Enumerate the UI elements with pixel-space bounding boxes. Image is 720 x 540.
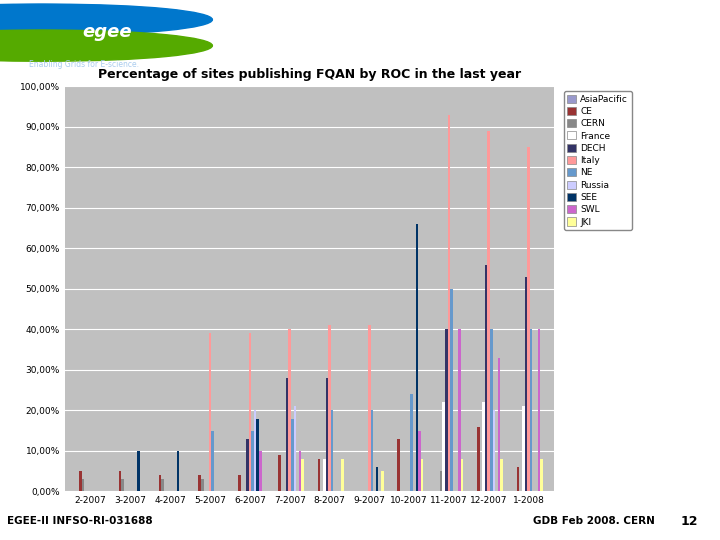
Bar [445, 329, 448, 491]
Bar [397, 438, 400, 491]
Text: 12: 12 [681, 515, 698, 528]
Bar [137, 451, 140, 491]
Bar [538, 329, 540, 491]
Bar [490, 329, 492, 491]
Bar [161, 480, 164, 491]
Circle shape [0, 4, 187, 35]
Text: Status of sites (VII): Status of sites (VII) [402, 21, 706, 49]
Bar [371, 410, 373, 491]
Bar [376, 467, 379, 491]
Bar [381, 471, 384, 491]
Bar [253, 410, 256, 491]
Bar [418, 431, 420, 491]
Bar [212, 431, 214, 491]
Bar [238, 475, 240, 491]
Bar [318, 459, 320, 491]
Bar [522, 406, 525, 491]
Bar [81, 480, 84, 491]
Bar [286, 378, 289, 491]
Bar [201, 480, 204, 491]
Bar [79, 471, 81, 491]
Bar [209, 333, 212, 491]
Bar [291, 418, 294, 491]
Bar [492, 410, 495, 491]
Bar [540, 459, 543, 491]
Bar [525, 276, 527, 491]
Legend: AsiaPacific, CE, CERN, France, DECH, Italy, NE, Russia, SEE, SWL, JKI: AsiaPacific, CE, CERN, France, DECH, Ita… [564, 91, 631, 230]
Bar [530, 329, 532, 491]
Bar [323, 459, 325, 491]
Circle shape [0, 30, 212, 61]
Bar [302, 459, 304, 491]
Bar [328, 325, 330, 491]
Bar [289, 329, 291, 491]
Bar [410, 394, 413, 491]
Bar [368, 325, 371, 491]
Bar [122, 480, 124, 491]
Text: egee: egee [83, 23, 132, 40]
Bar [477, 427, 480, 491]
Bar [461, 459, 463, 491]
Bar [485, 265, 487, 491]
Bar [341, 459, 343, 491]
Bar [246, 438, 248, 491]
Bar [443, 402, 445, 491]
Circle shape [0, 4, 212, 35]
Bar [259, 451, 261, 491]
Bar [330, 410, 333, 491]
Bar [256, 418, 259, 491]
Bar [299, 451, 302, 491]
Bar [448, 115, 450, 491]
Bar [248, 333, 251, 491]
Bar [415, 224, 418, 491]
Text: Enabling Grids for E-science.: Enabling Grids for E-science. [29, 60, 139, 69]
Bar [199, 475, 201, 491]
Bar [482, 402, 485, 491]
Bar [517, 467, 519, 491]
Title: Percentage of sites publishing FQAN by ROC in the last year: Percentage of sites publishing FQAN by R… [98, 68, 521, 81]
Bar [176, 451, 179, 491]
Bar [450, 289, 453, 491]
Bar [251, 431, 253, 491]
Bar [458, 329, 461, 491]
Bar [498, 357, 500, 491]
Bar [278, 455, 281, 491]
Circle shape [0, 30, 187, 61]
Bar [158, 475, 161, 491]
Bar [487, 131, 490, 491]
Bar [420, 459, 423, 491]
Bar [119, 471, 122, 491]
Bar [325, 378, 328, 491]
Bar [527, 147, 530, 491]
Bar [500, 459, 503, 491]
Bar [294, 406, 296, 491]
Text: GDB Feb 2008. CERN: GDB Feb 2008. CERN [533, 516, 654, 526]
Bar [440, 471, 443, 491]
Text: EGEE-II INFSO-RI-031688: EGEE-II INFSO-RI-031688 [7, 516, 153, 526]
